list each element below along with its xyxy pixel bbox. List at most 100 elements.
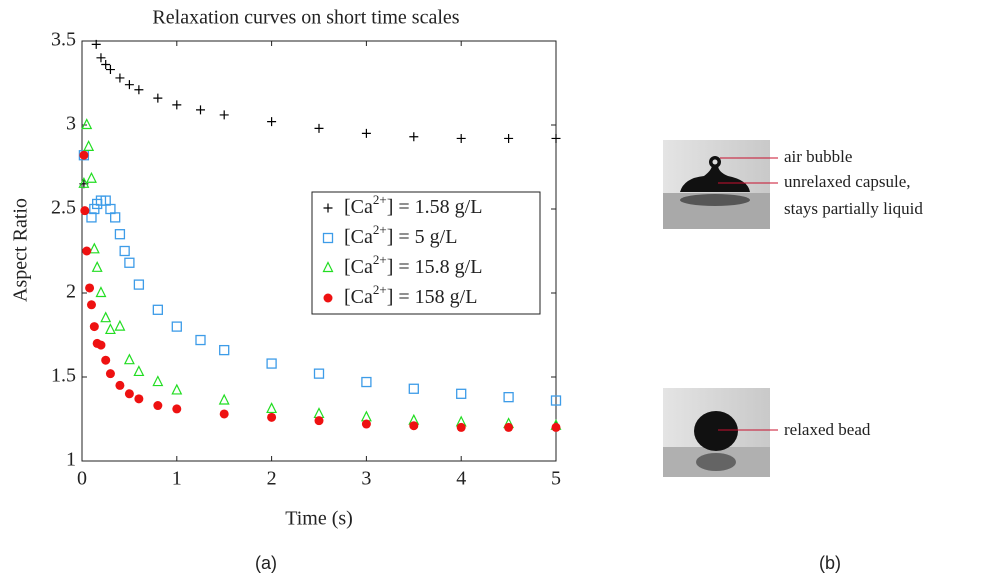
marker bbox=[101, 60, 111, 70]
marker bbox=[123, 353, 135, 365]
y-tick-label: 3.5 bbox=[51, 29, 76, 51]
marker bbox=[83, 139, 95, 151]
marker bbox=[266, 358, 277, 369]
marker bbox=[105, 369, 115, 379]
marker bbox=[456, 133, 466, 143]
legend-marker bbox=[323, 293, 333, 303]
annotation: unrelaxed capsule, bbox=[784, 172, 911, 191]
x-tick-label: 2 bbox=[267, 468, 277, 490]
marker bbox=[409, 421, 419, 431]
marker bbox=[504, 133, 514, 143]
marker bbox=[91, 260, 103, 272]
plot-frame bbox=[81, 40, 557, 462]
marker bbox=[361, 419, 371, 429]
legend-marker bbox=[322, 261, 334, 273]
marker bbox=[81, 118, 93, 130]
marker bbox=[314, 123, 324, 133]
marker bbox=[409, 132, 419, 142]
x-axis-label: Time (s) bbox=[285, 508, 353, 530]
marker bbox=[88, 242, 100, 254]
marker bbox=[114, 319, 126, 331]
x-tick-label: 4 bbox=[456, 468, 466, 490]
marker bbox=[195, 334, 206, 346]
marker bbox=[153, 93, 163, 103]
caption: (b) bbox=[819, 553, 841, 573]
marker bbox=[503, 392, 514, 403]
legend-marker bbox=[322, 232, 334, 244]
marker bbox=[152, 375, 164, 387]
marker bbox=[96, 53, 106, 63]
marker bbox=[266, 402, 278, 414]
x-tick-label: 0 bbox=[77, 468, 87, 490]
marker bbox=[171, 383, 183, 395]
marker bbox=[124, 257, 135, 268]
marker bbox=[89, 322, 99, 332]
marker bbox=[133, 365, 145, 377]
marker bbox=[360, 410, 372, 422]
annotation-arrows bbox=[718, 157, 778, 431]
marker bbox=[504, 422, 514, 432]
series bbox=[79, 39, 561, 189]
y-axis-label: Aspect Ratio bbox=[10, 198, 32, 302]
annotation: air bubble bbox=[784, 147, 852, 166]
marker bbox=[219, 110, 229, 120]
legend-label: [Ca2+] = 5 g/L bbox=[344, 222, 457, 248]
marker bbox=[172, 100, 182, 110]
marker bbox=[219, 409, 229, 419]
y-tick-label: 1.5 bbox=[51, 365, 76, 387]
y-tick-label: 2.5 bbox=[51, 197, 76, 219]
marker bbox=[86, 171, 97, 183]
marker bbox=[124, 389, 134, 399]
caption: (a) bbox=[255, 553, 277, 573]
marker bbox=[104, 323, 116, 335]
marker bbox=[115, 73, 125, 83]
marker bbox=[171, 321, 182, 332]
annotation: relaxed bead bbox=[784, 420, 871, 439]
marker bbox=[134, 85, 144, 95]
marker bbox=[101, 355, 111, 365]
marker bbox=[114, 229, 126, 240]
marker bbox=[153, 401, 163, 411]
series bbox=[79, 150, 561, 432]
legend-label: [Ca2+] = 1.58 g/L bbox=[344, 192, 482, 218]
marker bbox=[105, 203, 116, 215]
marker bbox=[119, 245, 130, 257]
marker bbox=[152, 304, 163, 315]
marker bbox=[86, 212, 97, 223]
marker bbox=[267, 117, 277, 127]
marker bbox=[361, 376, 372, 388]
x-tick-label: 3 bbox=[361, 468, 371, 490]
marker bbox=[361, 128, 371, 138]
marker bbox=[196, 105, 205, 115]
y-tick-label: 3 bbox=[66, 113, 76, 135]
marker bbox=[110, 212, 121, 223]
legend-label: [Ca2+] = 15.8 g/L bbox=[344, 252, 482, 278]
marker bbox=[105, 65, 115, 75]
marker bbox=[124, 80, 134, 90]
marker bbox=[85, 283, 95, 293]
marker bbox=[550, 395, 562, 406]
marker bbox=[86, 300, 96, 310]
marker bbox=[82, 246, 92, 256]
marker bbox=[133, 279, 145, 290]
marker bbox=[80, 206, 90, 216]
marker bbox=[218, 393, 230, 405]
marker bbox=[96, 340, 106, 350]
marker bbox=[408, 383, 419, 394]
marker bbox=[267, 412, 277, 422]
y-tick-label: 2 bbox=[66, 281, 76, 303]
chart-title: Relaxation curves on short time scales bbox=[152, 7, 459, 29]
marker bbox=[95, 286, 107, 298]
x-tick-label: 1 bbox=[172, 468, 182, 490]
marker bbox=[115, 380, 125, 390]
photo-bead bbox=[663, 388, 770, 477]
legend-label: [Ca2+] = 158 g/L bbox=[344, 282, 477, 308]
marker bbox=[551, 133, 561, 143]
marker bbox=[456, 422, 466, 432]
marker bbox=[79, 150, 89, 160]
marker bbox=[100, 311, 112, 323]
marker bbox=[313, 407, 325, 419]
marker bbox=[91, 39, 101, 49]
x-tick-label: 5 bbox=[551, 468, 561, 490]
